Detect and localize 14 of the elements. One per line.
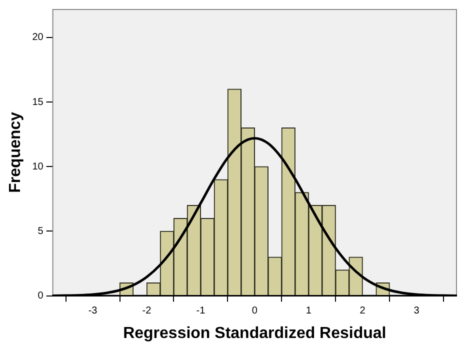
x-axis-title: Regression Standardized Residual — [123, 324, 386, 342]
y-tick-label: 20 — [32, 32, 44, 44]
x-tick-label: -1 — [196, 306, 206, 317]
y-tick-label: 5 — [38, 226, 44, 237]
x-tick-label: 3 — [414, 306, 420, 317]
y-tick-label: 0 — [38, 290, 44, 302]
y-tick-label: 10 — [32, 161, 44, 172]
y-tick-label: 15 — [32, 96, 44, 108]
x-tick-label: -2 — [142, 306, 152, 317]
x-tick-label: 2 — [360, 306, 366, 317]
x-tick-label: 0 — [252, 306, 258, 317]
x-tick-label: -3 — [88, 306, 98, 317]
x-tick-label: 1 — [306, 306, 312, 317]
y-axis-title: Frequency — [7, 112, 24, 193]
